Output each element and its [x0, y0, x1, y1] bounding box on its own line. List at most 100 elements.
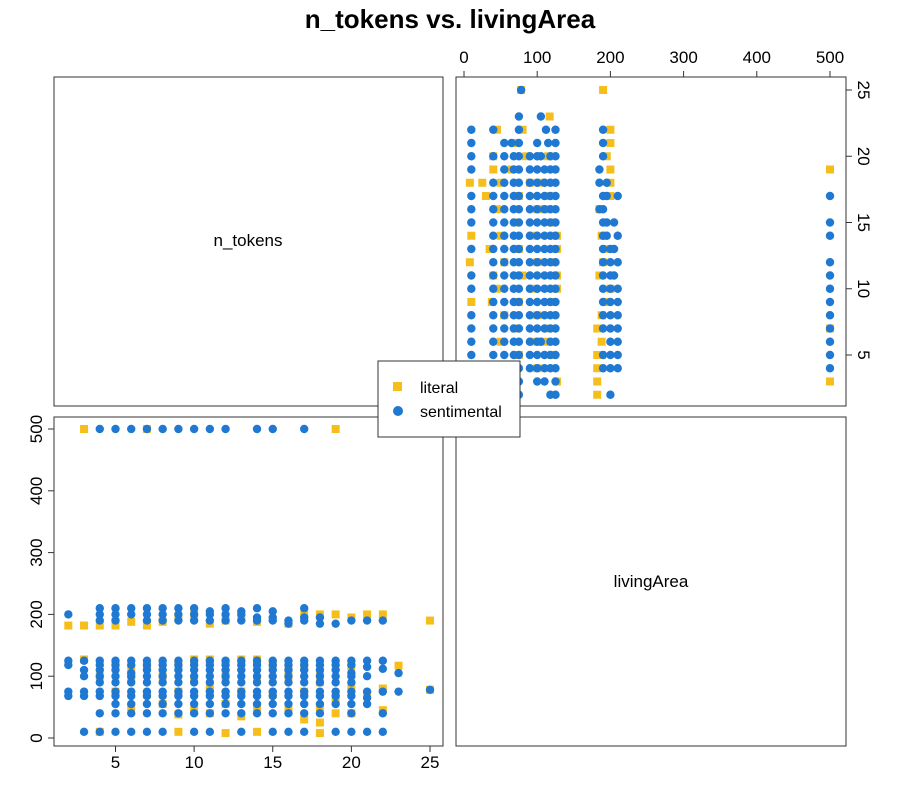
point-sentimental [127, 660, 136, 670]
point-sentimental [158, 727, 167, 737]
point-sentimental [315, 619, 325, 628]
point-literal [465, 178, 474, 187]
point-sentimental [111, 604, 120, 613]
point-sentimental [158, 604, 167, 613]
point-sentimental [127, 610, 136, 619]
point-sentimental [347, 727, 356, 737]
point-sentimental [546, 178, 555, 187]
point-sentimental [347, 660, 356, 670]
point-sentimental [189, 424, 199, 434]
point-sentimental [174, 610, 183, 619]
point-sentimental [394, 668, 403, 678]
point-sentimental [362, 656, 372, 665]
point-sentimental [489, 337, 498, 346]
point-sentimental [500, 311, 509, 320]
point-sentimental [252, 424, 262, 434]
point-sentimental [331, 672, 340, 681]
point-sentimental [595, 178, 604, 187]
point-sentimental [189, 665, 199, 675]
point-sentimental [507, 138, 516, 148]
point-sentimental [268, 424, 277, 434]
point-sentimental [221, 678, 230, 687]
point-sentimental [546, 337, 555, 346]
diag-label-n-tokens: n_tokens [214, 231, 283, 250]
point-sentimental [158, 424, 167, 434]
point-sentimental [500, 138, 509, 148]
point-literal [606, 139, 615, 147]
point-sentimental [111, 424, 120, 434]
point-sentimental [489, 231, 498, 240]
y-tick-label-upper-right: 10 [854, 279, 873, 298]
point-sentimental [467, 324, 476, 333]
point-sentimental [362, 616, 372, 625]
point-sentimental [489, 218, 498, 227]
point-sentimental [252, 616, 262, 625]
point-sentimental [533, 138, 542, 148]
point-sentimental [500, 165, 509, 174]
point-sentimental [525, 205, 535, 214]
point-sentimental [111, 709, 120, 718]
point-sentimental [509, 165, 518, 174]
point-sentimental [252, 672, 262, 681]
point-sentimental [606, 337, 615, 346]
point-sentimental [252, 604, 262, 613]
point-sentimental [500, 297, 509, 307]
point-literal [174, 727, 183, 736]
point-sentimental [205, 678, 215, 687]
point-sentimental [509, 218, 518, 227]
point-sentimental [606, 364, 615, 373]
point-sentimental [189, 672, 199, 681]
point-sentimental [378, 709, 388, 718]
y-tick-label-lower-left: 100 [27, 662, 46, 690]
point-sentimental [111, 672, 120, 681]
point-literal [606, 165, 615, 174]
point-sentimental [221, 665, 230, 675]
point-sentimental [300, 699, 309, 709]
point-sentimental [525, 191, 535, 201]
point-sentimental [525, 178, 535, 187]
point-sentimental [221, 709, 230, 718]
point-sentimental [467, 337, 476, 346]
point-sentimental [500, 337, 509, 346]
point-sentimental [613, 284, 622, 293]
point-sentimental [268, 616, 277, 625]
point-sentimental [237, 727, 246, 737]
point-sentimental [268, 672, 277, 681]
point-sentimental [598, 125, 608, 134]
y-tick-label-lower-left: 400 [27, 477, 46, 505]
point-sentimental [489, 271, 498, 280]
point-sentimental [111, 699, 120, 709]
point-sentimental [606, 244, 615, 254]
point-sentimental [525, 244, 535, 254]
point-sentimental [467, 165, 476, 174]
point-sentimental [509, 284, 518, 293]
y-tick-label-upper-right: 5 [854, 350, 873, 359]
point-sentimental [95, 691, 104, 701]
point-sentimental [362, 687, 372, 696]
point-sentimental [500, 350, 509, 360]
point-sentimental [500, 231, 509, 240]
point-sentimental [284, 619, 293, 628]
point-sentimental [268, 665, 277, 675]
point-sentimental [609, 218, 619, 227]
point-sentimental [825, 258, 835, 267]
point-sentimental [825, 350, 835, 360]
point-sentimental [158, 616, 167, 625]
point-sentimental [252, 665, 262, 675]
point-sentimental [174, 616, 183, 625]
point-sentimental [95, 610, 104, 619]
point-sentimental [111, 691, 120, 701]
point-sentimental [347, 678, 356, 687]
point-literal [331, 709, 340, 718]
point-literal [363, 610, 372, 619]
point-sentimental [500, 152, 509, 161]
point-sentimental [533, 337, 542, 346]
point-sentimental [252, 678, 262, 687]
point-sentimental [142, 424, 152, 434]
point-sentimental [467, 125, 476, 134]
point-sentimental [525, 297, 535, 307]
point-sentimental [546, 165, 555, 174]
point-sentimental [347, 709, 356, 718]
point-literal [545, 112, 554, 121]
point-sentimental [237, 691, 246, 701]
